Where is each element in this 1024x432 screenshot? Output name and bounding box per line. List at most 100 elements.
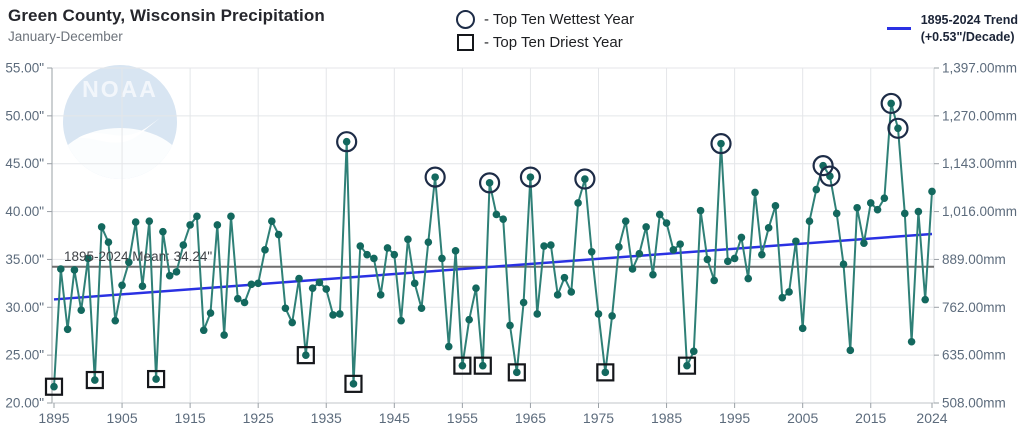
data-point-1935[interactable]	[322, 285, 331, 293]
data-point-1913[interactable]	[172, 268, 181, 276]
data-point-1986[interactable]	[669, 246, 678, 254]
data-point-2001[interactable]	[771, 202, 780, 210]
data-point-1903[interactable]	[104, 238, 113, 246]
data-point-1976[interactable]	[601, 368, 610, 377]
data-point-1901[interactable]	[91, 376, 99, 384]
data-point-1897[interactable]	[63, 325, 72, 334]
data-point-1951[interactable]	[431, 173, 439, 181]
data-point-1942[interactable]	[370, 254, 378, 263]
data-point-1961[interactable]	[499, 215, 508, 224]
data-point-1920[interactable]	[220, 331, 228, 339]
data-point-1911[interactable]	[159, 227, 167, 236]
data-point-2019[interactable]	[894, 124, 902, 133]
wettest-year-marker-1965[interactable]	[519, 166, 542, 188]
data-point-1974[interactable]	[587, 247, 596, 256]
data-point-1932[interactable]	[302, 351, 310, 359]
driest-year-marker-1958[interactable]	[473, 356, 492, 375]
driest-year-marker-1963[interactable]	[507, 363, 526, 382]
data-point-1946[interactable]	[397, 316, 405, 325]
data-point-1948[interactable]	[410, 279, 419, 288]
data-point-1983[interactable]	[649, 270, 657, 279]
data-point-2012[interactable]	[846, 346, 855, 355]
data-point-1967[interactable]	[540, 242, 548, 250]
data-point-2002[interactable]	[778, 293, 787, 302]
data-point-1988[interactable]	[683, 361, 691, 370]
data-point-1923[interactable]	[240, 298, 249, 307]
data-point-1987[interactable]	[676, 240, 684, 248]
data-point-2016[interactable]	[873, 205, 882, 214]
data-point-2006[interactable]	[805, 217, 814, 225]
data-point-1989[interactable]	[689, 347, 698, 356]
data-point-2015[interactable]	[866, 199, 875, 207]
driest-year-marker-1976[interactable]	[596, 363, 615, 382]
driest-year-marker-1988[interactable]	[677, 356, 697, 375]
wettest-year-marker-2009[interactable]	[819, 165, 841, 187]
data-point-1910[interactable]	[152, 375, 160, 383]
data-point-2018[interactable]	[887, 99, 895, 108]
data-point-1964[interactable]	[519, 298, 528, 307]
data-point-1937[interactable]	[336, 310, 344, 318]
data-point-1936[interactable]	[329, 311, 337, 319]
data-point-1931[interactable]	[295, 274, 303, 283]
data-point-1958[interactable]	[478, 361, 487, 370]
data-point-2010[interactable]	[832, 209, 841, 218]
data-point-1957[interactable]	[472, 284, 480, 292]
data-point-1944[interactable]	[383, 244, 392, 252]
data-point-1992[interactable]	[710, 276, 719, 285]
data-point-1969[interactable]	[553, 291, 562, 299]
data-point-1947[interactable]	[404, 235, 412, 244]
data-point-1904[interactable]	[111, 316, 120, 325]
data-point-1906[interactable]	[125, 258, 133, 267]
data-point-1999[interactable]	[758, 250, 766, 259]
data-point-1985[interactable]	[662, 219, 671, 227]
data-point-1978[interactable]	[615, 243, 623, 251]
data-point-1953[interactable]	[444, 342, 453, 351]
data-point-1917[interactable]	[199, 326, 208, 335]
data-point-1924[interactable]	[247, 280, 256, 289]
wettest-year-marker-1959[interactable]	[478, 172, 501, 194]
driest-year-marker-1910[interactable]	[146, 369, 166, 389]
data-point-1908[interactable]	[138, 282, 147, 291]
data-point-1966[interactable]	[533, 310, 542, 318]
data-point-2005[interactable]	[798, 324, 807, 333]
data-point-1915[interactable]	[186, 221, 194, 229]
data-point-1949[interactable]	[417, 304, 426, 313]
data-point-1971[interactable]	[567, 288, 576, 296]
data-point-2003[interactable]	[785, 288, 793, 296]
data-point-1955[interactable]	[458, 361, 467, 370]
data-point-1991[interactable]	[703, 255, 712, 264]
driest-year-marker-1895[interactable]	[44, 377, 64, 396]
data-point-2013[interactable]	[853, 203, 861, 212]
data-point-1918[interactable]	[206, 309, 215, 317]
data-point-1990[interactable]	[696, 206, 705, 215]
data-point-1954[interactable]	[451, 247, 460, 255]
wettest-year-marker-2019[interactable]	[887, 117, 909, 139]
data-point-1963[interactable]	[513, 368, 521, 377]
data-point-1928[interactable]	[274, 230, 283, 239]
data-point-1934[interactable]	[315, 278, 324, 287]
driest-year-marker-1939[interactable]	[344, 374, 363, 393]
data-point-1927[interactable]	[267, 217, 276, 225]
data-point-1922[interactable]	[233, 294, 242, 303]
data-point-1912[interactable]	[165, 271, 174, 280]
data-point-1973[interactable]	[581, 175, 589, 183]
data-point-1900[interactable]	[84, 254, 92, 263]
data-point-1898[interactable]	[70, 266, 79, 274]
data-point-2021[interactable]	[907, 337, 916, 346]
data-point-1980[interactable]	[628, 265, 637, 273]
wettest-year-marker-1951[interactable]	[424, 166, 446, 188]
data-point-1968[interactable]	[547, 241, 555, 249]
wettest-year-marker-2018[interactable]	[880, 92, 902, 115]
data-point-1984[interactable]	[655, 210, 664, 219]
data-point-1970[interactable]	[560, 273, 569, 282]
data-point-1959[interactable]	[485, 179, 494, 187]
data-point-1905[interactable]	[118, 281, 126, 290]
data-point-2017[interactable]	[880, 194, 889, 202]
data-point-1982[interactable]	[642, 223, 650, 231]
data-point-2024[interactable]	[928, 187, 936, 196]
data-point-1907[interactable]	[131, 218, 140, 226]
data-point-1909[interactable]	[145, 217, 154, 225]
data-point-2022[interactable]	[914, 207, 923, 216]
data-point-1996[interactable]	[737, 233, 746, 242]
wettest-year-marker-1993[interactable]	[710, 133, 732, 155]
